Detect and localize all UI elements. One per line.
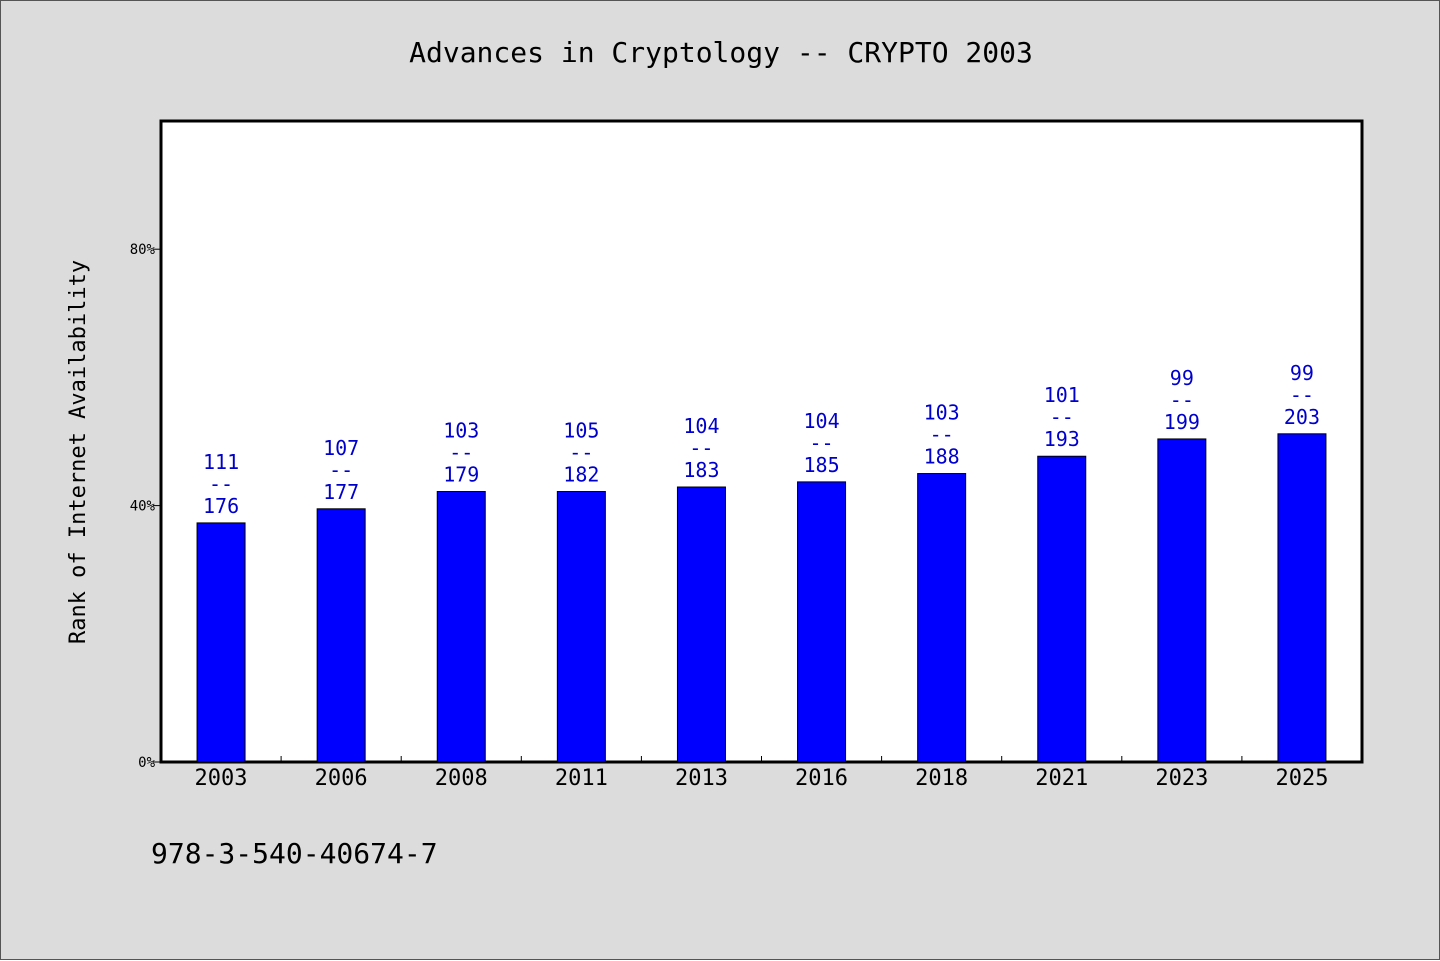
bar-2016 — [797, 481, 847, 763]
bar-data-label: 105--182 — [563, 418, 599, 486]
bar-data-label-line: 185 — [803, 453, 839, 477]
x-tick-label: 2013 — [675, 766, 728, 791]
isbn-footer: 978-3-540-40674-7 — [151, 837, 438, 870]
x-tick-label: 2016 — [795, 766, 848, 791]
bar-data-label: 107--177 — [323, 436, 359, 504]
bar-2018 — [917, 473, 967, 763]
bar-2011 — [556, 490, 606, 763]
y-tick-label: 40% — [130, 499, 156, 515]
bar-data-label-line: 99 — [1290, 361, 1314, 385]
bar-data-label: 103--188 — [924, 401, 960, 469]
bar-data-label-line: 199 — [1164, 410, 1200, 434]
x-tick-label: 2003 — [195, 766, 248, 791]
bar-data-label-line: -- — [1170, 388, 1194, 412]
bar-data-label-line: 104 — [803, 409, 839, 433]
y-tick-label: 0% — [138, 755, 155, 771]
bar-data-label-line: 103 — [924, 401, 960, 425]
bar-data-label: 101--193 — [1044, 383, 1080, 451]
y-axis-label: Rank of Internet Availability — [66, 260, 91, 644]
bar-2025 — [1277, 433, 1327, 763]
bar-data-label-line: -- — [209, 472, 233, 496]
bar-data-label-line: 107 — [323, 436, 359, 460]
bar-data-label-line: 188 — [924, 445, 960, 469]
bar-data-label: 99--203 — [1284, 361, 1320, 429]
bar-data-label-line: -- — [1290, 383, 1314, 407]
x-tick-label: 2008 — [435, 766, 488, 791]
bar-data-label-line: -- — [810, 431, 834, 455]
bar-data-label-line: 99 — [1170, 366, 1194, 390]
bar-data-label-line: -- — [329, 458, 353, 482]
bar-2021 — [1037, 455, 1087, 763]
x-tick-label: 2006 — [315, 766, 368, 791]
bar-data-label-line: 183 — [683, 458, 719, 482]
x-axis: 2003 2006 2008 2011 2013 2016 2018 2021 2023 2025 — [195, 756, 1328, 791]
bar-data-label-line: 193 — [1044, 427, 1080, 451]
bar-2008 — [436, 490, 486, 763]
y-tick-label: 80% — [130, 242, 156, 258]
bar-data-label-line: 105 — [563, 418, 599, 442]
bar-data-label-line: -- — [1050, 405, 1074, 429]
bar-2023 — [1157, 438, 1207, 763]
bar-2013 — [676, 486, 726, 763]
bars — [196, 433, 1327, 763]
bar-data-label-line: 182 — [563, 462, 599, 486]
bar-2006 — [316, 508, 366, 763]
bar-data-label-line: 179 — [443, 462, 479, 486]
bar-2003 — [196, 522, 246, 763]
bar-data-label-line: -- — [689, 436, 713, 460]
bar-data-label: 111--176 — [203, 450, 239, 518]
bar-data-label-line: 101 — [1044, 383, 1080, 407]
bar-data-label: 99--199 — [1164, 366, 1200, 434]
bar-data-label-line: 177 — [323, 480, 359, 504]
x-tick-label: 2023 — [1155, 766, 1208, 791]
bar-data-label-line: 176 — [203, 494, 239, 518]
chart-title: Advances in Cryptology -- CRYPTO 2003 — [409, 36, 1033, 69]
bar-data-label-line: 103 — [443, 418, 479, 442]
x-tick-label: 2021 — [1035, 766, 1088, 791]
bar-data-label-line: -- — [449, 440, 473, 464]
bar-data-label-line: 203 — [1284, 405, 1320, 429]
x-tick-label: 2025 — [1275, 766, 1328, 791]
bar-data-label: 104--183 — [683, 414, 719, 482]
bar-data-label-line: 111 — [203, 450, 239, 474]
x-tick-label: 2018 — [915, 766, 968, 791]
bar-data-label-line: -- — [930, 423, 954, 447]
bar-data-label-line: -- — [569, 440, 593, 464]
y-axis: 0% 40% 80% — [130, 242, 161, 771]
x-tick-label: 2011 — [555, 766, 608, 791]
bar-labels: 111--176107--177103--179105--182104--183… — [203, 361, 1320, 518]
bar-data-label-line: 104 — [683, 414, 719, 438]
bar-data-label: 104--185 — [803, 409, 839, 477]
bar-data-label: 103--179 — [443, 418, 479, 486]
